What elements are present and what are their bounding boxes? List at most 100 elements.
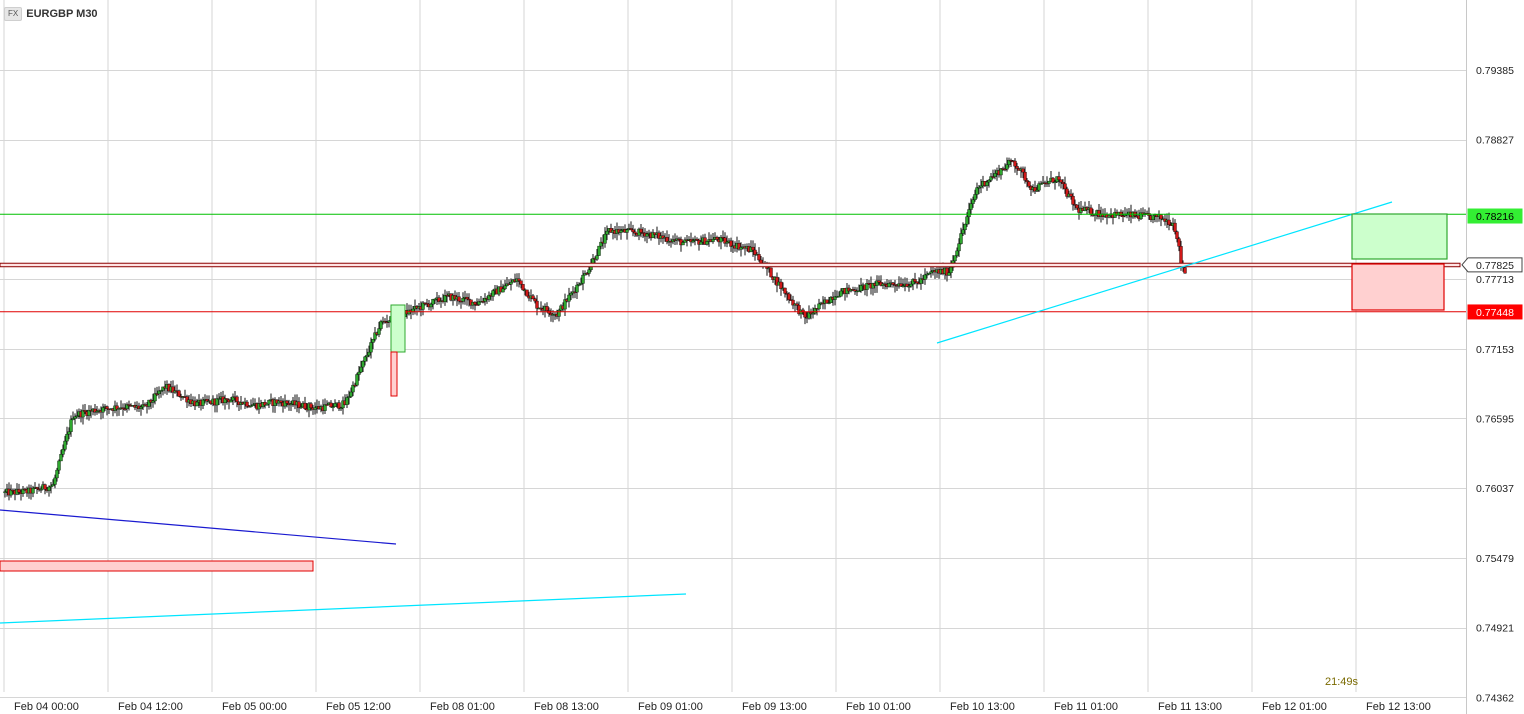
candle-body-down bbox=[519, 280, 523, 285]
candle-body-up bbox=[39, 489, 43, 491]
stop-loss-label-bg bbox=[1467, 304, 1523, 320]
candle-body-down bbox=[783, 287, 787, 294]
candle-body-down bbox=[1061, 182, 1065, 184]
candle-body-down bbox=[279, 400, 283, 403]
candle-body-up bbox=[839, 290, 843, 297]
candle-body-up bbox=[923, 274, 927, 280]
candle-body-up bbox=[557, 309, 561, 317]
candle-body-down bbox=[1063, 183, 1067, 190]
candle-body-down bbox=[877, 280, 881, 283]
candle-body-up bbox=[429, 303, 433, 308]
x-tick-label: Feb 10 01:00 bbox=[846, 701, 911, 713]
candle-countdown: 21:49s bbox=[1325, 676, 1359, 688]
candle-body-up bbox=[971, 199, 975, 204]
y-tick-label: 0.76037 bbox=[1476, 483, 1514, 495]
x-tick-label: Feb 04 00:00 bbox=[14, 701, 79, 713]
candle-body-up bbox=[509, 281, 513, 285]
candle-body-up bbox=[421, 302, 425, 310]
candle-body-up bbox=[63, 440, 67, 450]
candle-body-up bbox=[69, 419, 73, 432]
candle-body-up bbox=[491, 290, 495, 297]
candle-body-up bbox=[73, 416, 77, 419]
candle-body-down bbox=[521, 284, 525, 291]
candle-body-down bbox=[467, 298, 471, 301]
candle-body-down bbox=[545, 306, 549, 311]
candle-body-up bbox=[967, 209, 971, 218]
candle-body-up bbox=[595, 255, 599, 260]
fx-badge: FX bbox=[4, 7, 23, 21]
candle-body-up bbox=[963, 224, 967, 231]
candle-body-up bbox=[229, 400, 233, 403]
candle-body-up bbox=[691, 240, 695, 243]
candle-body-up bbox=[619, 230, 623, 233]
candle-body-down bbox=[105, 406, 109, 409]
candle-body-down bbox=[631, 229, 635, 233]
current-price-band bbox=[0, 262, 1461, 268]
y-tick-label: 0.74362 bbox=[1476, 692, 1514, 704]
y-tick-label: 0.77713 bbox=[1476, 274, 1514, 286]
candle-body-up bbox=[975, 187, 979, 195]
candle-body-down bbox=[803, 311, 807, 318]
candle-body-up bbox=[387, 320, 391, 323]
candle-body-up bbox=[865, 282, 869, 290]
candle-body-up bbox=[461, 298, 465, 302]
candle-body-up bbox=[929, 271, 933, 274]
candle-body-down bbox=[1021, 168, 1025, 173]
x-tick-label: Feb 12 01:00 bbox=[1262, 701, 1327, 713]
candle-body-down bbox=[1023, 171, 1027, 181]
candle-body-down bbox=[285, 400, 289, 404]
candle-body-up bbox=[987, 179, 991, 183]
candle-body-down bbox=[1069, 193, 1073, 197]
current-price-tag bbox=[1461, 257, 1523, 273]
candle-body-up bbox=[955, 250, 959, 256]
candle-body-up bbox=[365, 354, 369, 358]
candle-body-up bbox=[195, 401, 199, 407]
candle-body-up bbox=[355, 374, 359, 386]
candle-body-up bbox=[21, 488, 25, 494]
candle-body-down bbox=[751, 246, 755, 251]
y-tick-label: 0.77153 bbox=[1476, 344, 1514, 356]
candle-body-up bbox=[705, 241, 709, 245]
candle-body-down bbox=[533, 298, 537, 302]
candle-body-up bbox=[625, 229, 629, 233]
candle-body-up bbox=[1047, 180, 1051, 184]
candle-body-up bbox=[67, 431, 71, 435]
candle-body-up bbox=[501, 288, 505, 293]
x-tick-label: Feb 09 13:00 bbox=[742, 701, 807, 713]
candle-body-up bbox=[597, 245, 601, 256]
candle-body-up bbox=[569, 292, 573, 296]
candle-body-down bbox=[1089, 207, 1093, 215]
candle-body-up bbox=[681, 242, 685, 246]
candle-body-up bbox=[249, 405, 253, 407]
candle-body-down bbox=[337, 402, 341, 409]
x-tick-label: Feb 12 13:00 bbox=[1366, 701, 1431, 713]
candle-body-down bbox=[235, 396, 239, 403]
stop-loss-label: 0.77448 bbox=[1476, 307, 1514, 319]
candle-body-up bbox=[827, 302, 831, 304]
candle-body-down bbox=[1167, 219, 1171, 225]
candle-body-down bbox=[1013, 160, 1017, 167]
candle-body-up bbox=[817, 303, 821, 310]
y-tick-label: 0.78827 bbox=[1476, 135, 1514, 147]
x-tick-label: Feb 04 12:00 bbox=[118, 701, 183, 713]
candle-body-down bbox=[1075, 204, 1079, 209]
candle-body-up bbox=[345, 397, 349, 405]
candle-body-down bbox=[531, 295, 535, 300]
cyan-trendline bbox=[936, 201, 1393, 344]
candle-body-up bbox=[563, 299, 567, 310]
stop-loss-zone bbox=[1351, 263, 1445, 311]
candle-body-up bbox=[603, 234, 607, 244]
candle-body-up bbox=[51, 484, 55, 487]
candle-body-up bbox=[313, 407, 317, 410]
candle-body-up bbox=[503, 285, 507, 290]
y-tick-label: 0.79385 bbox=[1476, 65, 1514, 77]
candle-body-up bbox=[1037, 183, 1041, 191]
candle-body-up bbox=[909, 283, 913, 287]
candle-body-down bbox=[1159, 214, 1163, 220]
candle-body-up bbox=[139, 406, 143, 409]
candle-body-up bbox=[953, 255, 957, 262]
candles-group bbox=[3, 157, 1187, 501]
candle-body-up bbox=[349, 391, 353, 397]
